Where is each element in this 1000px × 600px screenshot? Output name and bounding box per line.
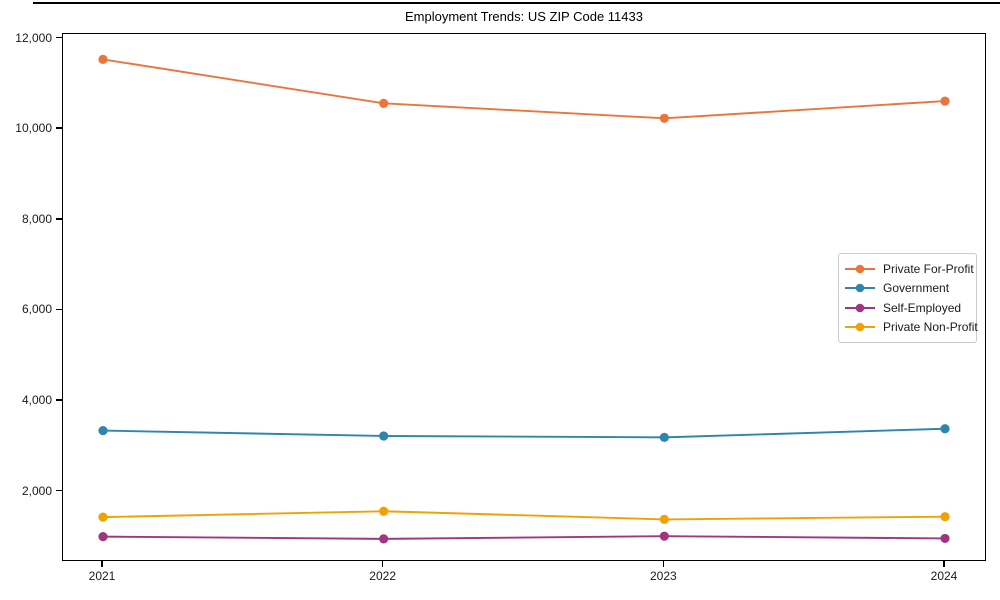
- data-point-government-2023: [659, 432, 669, 442]
- legend-marker-self-employed: [845, 303, 875, 313]
- x-tick-mark: [381, 561, 384, 567]
- legend-marker-government: [845, 283, 875, 293]
- legend-label: Private For-Profit: [883, 261, 974, 276]
- y-tick-label: 6,000: [21, 302, 52, 317]
- data-point-private-for-profit-2023: [659, 113, 669, 123]
- y-tick-mark: [56, 399, 62, 401]
- legend-item-government: Government: [845, 279, 970, 299]
- plot-area: [62, 33, 986, 561]
- x-tick-label: 2023: [649, 569, 677, 583]
- y-tick-mark: [56, 490, 62, 492]
- legend-label: Private Non-Profit: [883, 320, 978, 335]
- x-tick-label: 2024: [930, 569, 958, 583]
- data-point-self-employed-2021: [98, 532, 108, 542]
- legend-label: Self-Employed: [883, 300, 962, 315]
- top-edge-line: [33, 2, 1000, 4]
- legend-label: Government: [883, 281, 950, 296]
- series-line-private-for-profit: [102, 58, 946, 120]
- x-tick-mark: [101, 561, 103, 567]
- legend-item-private-non-profit: Private Non-Profit: [845, 318, 978, 338]
- x-tick-mark: [943, 561, 945, 567]
- chart-canvas: [98, 54, 950, 544]
- data-point-self-employed-2023: [659, 531, 669, 541]
- data-point-private-non-profit-2024: [940, 512, 950, 522]
- legend: Private For-Profit Government Self-Employe…: [838, 253, 978, 343]
- data-point-private-for-profit-2024: [940, 96, 950, 106]
- legend-item-private-for-profit: Private For-Profit: [845, 259, 974, 279]
- data-point-private-non-profit-2022: [379, 506, 389, 516]
- series-line-government: [102, 427, 946, 439]
- y-tick-label: 4,000: [21, 393, 52, 408]
- data-point-self-employed-2022: [379, 534, 389, 544]
- data-point-private-non-profit-2021: [98, 512, 108, 522]
- x-tick-mark: [662, 561, 665, 567]
- series-line-private-non-profit: [102, 510, 946, 521]
- y-tick-mark: [56, 308, 62, 311]
- data-point-government-2024: [940, 424, 950, 434]
- y-tick-mark: [56, 218, 62, 220]
- chart-title: Employment Trends: US ZIP Code 11433: [405, 9, 643, 24]
- y-tick-label: 8,000: [21, 211, 52, 226]
- y-tick-label: 2,000: [21, 483, 52, 498]
- y-tick-mark: [56, 36, 62, 39]
- x-tick-label: 2022: [369, 569, 396, 583]
- data-point-government-2021: [98, 425, 108, 436]
- x-tick-label: 2021: [88, 569, 116, 583]
- legend-marker-private-for-profit: [845, 264, 875, 274]
- data-point-private-non-profit-2023: [659, 514, 669, 524]
- legend-item-self-employed: Self-Employed: [845, 298, 970, 318]
- y-tick-label: 10,000: [15, 121, 52, 136]
- data-point-government-2022: [379, 431, 389, 441]
- series-line-self-employed: [102, 535, 946, 540]
- legend-marker-private-non-profit: [845, 322, 875, 332]
- data-point-private-for-profit-2021: [98, 54, 108, 64]
- data-point-self-employed-2024: [940, 533, 950, 544]
- y-tick-label: 12,000: [15, 30, 52, 45]
- data-point-private-for-profit-2022: [379, 98, 389, 108]
- y-tick-mark: [56, 127, 62, 129]
